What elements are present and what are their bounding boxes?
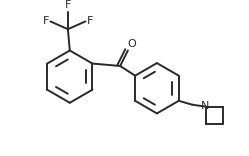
Text: F: F <box>42 16 49 27</box>
Text: F: F <box>65 0 71 10</box>
Text: F: F <box>87 16 93 27</box>
Text: O: O <box>127 39 136 49</box>
Text: N: N <box>201 101 209 111</box>
